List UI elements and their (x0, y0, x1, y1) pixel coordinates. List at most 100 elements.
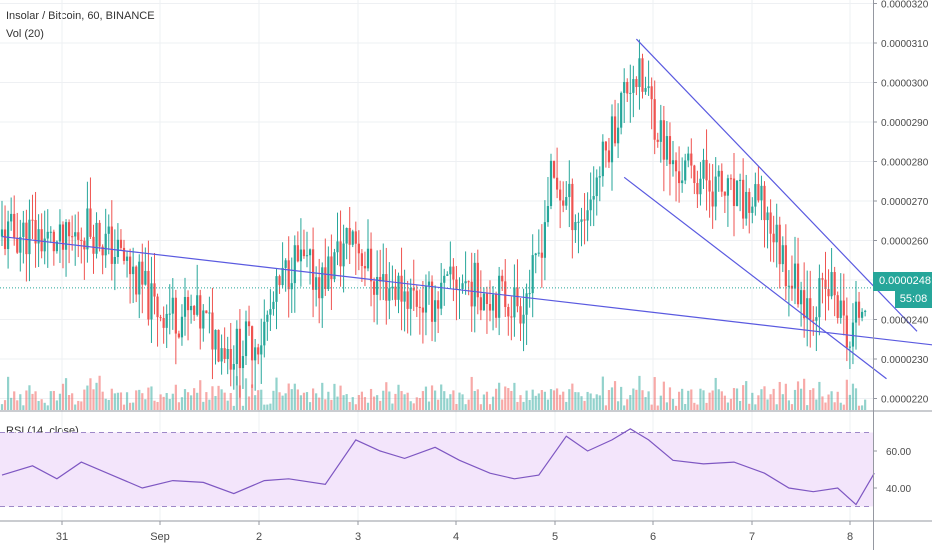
volume-bar (565, 401, 568, 410)
volume-bar (772, 388, 775, 410)
volume-bar (534, 395, 537, 410)
candle-body (7, 221, 10, 250)
candle-body (330, 256, 333, 280)
volume-bar (577, 392, 580, 410)
price-tick-label: 0.0000240 (881, 316, 929, 327)
candle-body (540, 252, 543, 258)
time-tick-label: Sep (150, 531, 170, 543)
candle-body (720, 170, 723, 192)
candle-body (620, 92, 623, 128)
volume-bar (806, 405, 809, 410)
candle-body (638, 58, 641, 88)
candle-body (757, 184, 760, 201)
volume-bar (162, 396, 165, 410)
candle-body (470, 281, 473, 307)
candle-body (324, 267, 327, 290)
volume-bar (644, 397, 647, 410)
volume-bar (537, 393, 540, 410)
candle-body (104, 233, 107, 256)
volume-bar (132, 402, 135, 410)
volume-bar (71, 393, 74, 410)
volume-bar (244, 378, 248, 410)
candle-body (659, 120, 662, 142)
candle-body (40, 229, 43, 252)
volume-bar (479, 404, 482, 410)
candle-body (202, 310, 205, 329)
trendline (1, 235, 932, 346)
price-tick-label: 0.0000320 (881, 0, 929, 11)
candle-body (437, 300, 440, 309)
volume-bar (684, 404, 687, 410)
volume-bar (339, 385, 342, 410)
volume-bar (275, 377, 278, 410)
candle-body (537, 252, 540, 254)
candle-body (77, 232, 80, 240)
candle-body (845, 315, 848, 348)
candle-body (449, 266, 452, 275)
volume-bar (321, 382, 324, 410)
candle-body (13, 213, 16, 238)
candle-body (839, 300, 842, 318)
candle-body (543, 222, 546, 258)
candle-body (491, 294, 495, 311)
volume-bar (19, 394, 22, 410)
volume-bar (595, 394, 598, 410)
time-axis[interactable]: 31 Sep 2 3 4 5 6 7 8 (56, 521, 853, 543)
volume-bar (159, 394, 162, 410)
candle-body (629, 92, 632, 94)
volume-bar (729, 398, 733, 410)
volume-bar (238, 385, 241, 410)
volume-bar (394, 393, 397, 410)
volume-bar (165, 393, 168, 410)
volume-bar (543, 391, 546, 410)
volume-bar (864, 399, 867, 410)
candle-body (562, 200, 565, 206)
candle-body (409, 287, 412, 309)
candle-body (363, 266, 367, 269)
candle-body (857, 301, 861, 318)
volume-bar (461, 394, 464, 410)
volume-bar (290, 389, 293, 410)
price-tick-label: 0.0000280 (881, 158, 929, 169)
volume-bar (796, 381, 800, 410)
time-tick-label: 4 (453, 531, 459, 543)
rsi-band (0, 432, 873, 507)
candle-body (723, 191, 726, 196)
volume-bar (735, 388, 739, 410)
volume-bar (34, 391, 37, 410)
volume-bar (632, 388, 635, 410)
volume-bar (135, 390, 138, 410)
candle-body (244, 321, 248, 357)
candle-body (345, 227, 348, 244)
volume-bar (156, 401, 159, 410)
price-tick-label: 0.0000270 (881, 197, 929, 208)
volume-bar (598, 395, 601, 410)
volume-bar (851, 383, 855, 410)
candle-body (440, 282, 443, 309)
candle-body (406, 291, 409, 309)
volume-bar (525, 390, 528, 410)
volume-bar (467, 399, 470, 410)
candle-body (83, 240, 86, 250)
candle-body (830, 272, 833, 297)
volume-bar (31, 393, 34, 410)
volume-bar (559, 394, 562, 410)
candle-body (357, 243, 360, 254)
volume-bar (400, 391, 403, 410)
volume-bar (491, 396, 495, 410)
volume-bar (415, 397, 418, 410)
trendlines[interactable] (0, 38, 932, 380)
rsi-band-fill (0, 432, 873, 507)
candle-body (113, 257, 116, 264)
volume-bar (354, 404, 357, 410)
volume-bar (656, 405, 659, 410)
time-tick-label: 31 (56, 531, 68, 543)
volume-bar (784, 383, 787, 410)
rsi-tick-label: 40.00 (886, 484, 911, 495)
candle-body (495, 294, 498, 318)
volume-bar (287, 383, 290, 410)
candle-body (549, 160, 553, 207)
volume-bar (373, 396, 376, 410)
candle-body (446, 274, 449, 276)
